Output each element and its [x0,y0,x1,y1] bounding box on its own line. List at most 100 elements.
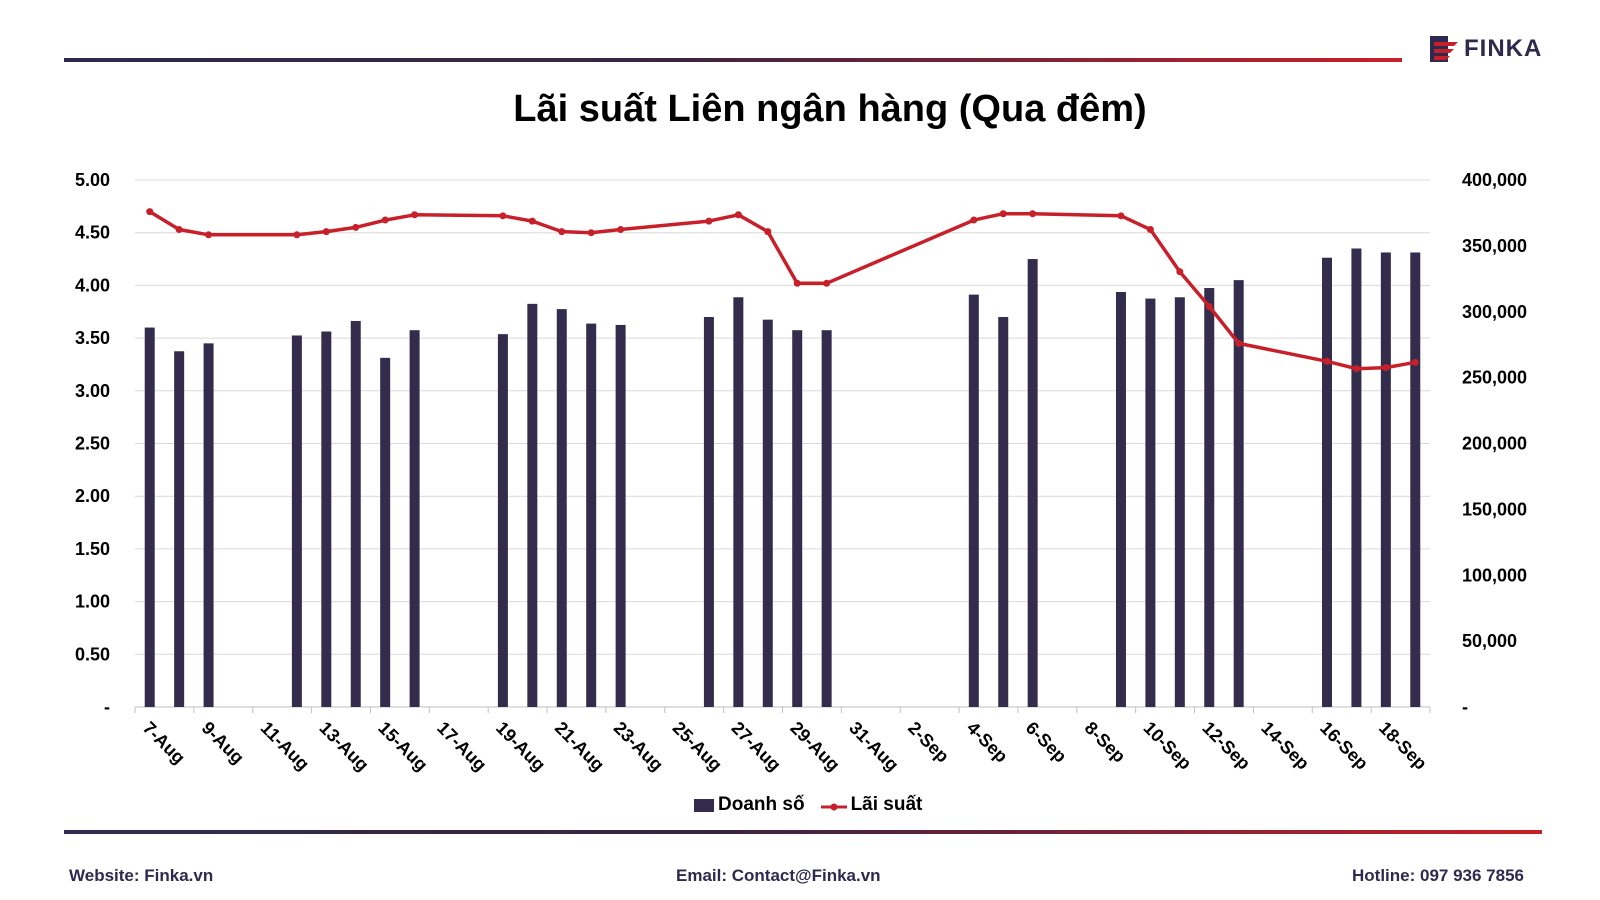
x-tick-label: 17-Aug [433,718,490,775]
x-tick-label: 21-Aug [551,718,608,775]
x-tick-label: 9-Aug [198,718,248,768]
y-left-tick-label: 2.00 [75,486,110,506]
point-lai-suat [1352,365,1360,373]
point-lai-suat [411,211,419,219]
legend-item-lai-suat: Lãi suất [820,794,923,816]
point-lai-suat [205,231,213,239]
y-left-tick-label: 2.50 [75,434,110,454]
point-lai-suat [823,279,831,287]
point-lai-suat [587,229,595,237]
bar-doanh-so [321,331,332,707]
bar-doanh-so [409,330,420,707]
point-lai-suat [1323,357,1331,365]
x-tick-label: 7-Aug [139,718,189,768]
bar-doanh-so [350,320,361,707]
y-left-tick-label: 3.50 [75,328,110,348]
point-lai-suat [1029,210,1037,218]
bar-doanh-so [144,327,155,707]
x-tick-label: 31-Aug [845,718,902,775]
y-right-tick-label: 400,000 [1462,170,1527,190]
bar-doanh-so [1145,298,1156,707]
point-lai-suat [528,217,536,225]
bar-doanh-so [380,357,391,707]
point-lai-suat [1411,358,1419,366]
point-lai-suat [705,217,713,225]
chart-legend: Doanh số Lãi suất [694,794,938,816]
bar-doanh-so [203,343,214,707]
header-rule [64,58,1402,62]
bar-doanh-so [556,309,567,707]
x-tick-label: 23-Aug [610,718,667,775]
y-left-tick-label: - [104,697,110,717]
point-lai-suat [617,226,625,234]
y-left-tick-label: 1.50 [75,539,110,559]
bar-doanh-so [527,303,538,707]
footer-rule [64,830,1542,834]
bar-doanh-so [1174,297,1185,707]
legend-item-doanh-so: Doanh số [694,794,805,816]
bar-doanh-so [998,317,1009,707]
y-right-tick-label: 200,000 [1462,434,1527,454]
x-tick-label: 12-Sep [1198,718,1254,774]
point-lai-suat [734,211,742,219]
x-tick-label: 25-Aug [669,718,726,775]
point-lai-suat [499,212,507,220]
bar-doanh-so [586,323,597,707]
legend-swatch-bar [694,798,714,812]
y-left-tick-label: 1.00 [75,592,110,612]
point-lai-suat [322,228,330,236]
bar-doanh-so [291,335,302,707]
chart-title: Lãi suất Liên ngân hàng (Qua đêm) [513,88,1147,130]
y-right-tick-label: - [1462,697,1468,717]
x-tick-label: 29-Aug [786,718,843,775]
y-right-tick-label: 300,000 [1462,302,1527,322]
point-lai-suat [1176,268,1184,276]
x-tick-label: 6-Sep [1022,718,1071,767]
x-tick-label: 11-Aug [257,718,314,775]
y-left-tick-label: 0.50 [75,644,110,664]
point-lai-suat [1382,364,1390,372]
point-lai-suat [1117,212,1125,220]
footer-hotline: Hotline: 097 936 7856 [1352,866,1524,885]
y-left-tick-label: 3.00 [75,381,110,401]
finka-logo: FINKA [1430,34,1542,64]
bar-doanh-so [821,330,832,707]
x-tick-label: 10-Sep [1140,718,1196,774]
y-left-tick-label: 4.00 [75,275,110,295]
bar-doanh-so [968,294,979,707]
x-tick-label: 16-Sep [1316,718,1372,774]
point-lai-suat [558,228,566,236]
legend-swatch-line [820,798,847,812]
bar-doanh-so [792,330,803,707]
x-tick-label: 18-Sep [1375,718,1431,774]
point-lai-suat [1205,302,1213,310]
point-lai-suat [1235,339,1243,347]
y-right-tick-label: 150,000 [1462,499,1527,519]
y-right-tick-label: 100,000 [1462,565,1527,585]
bar-doanh-so [174,351,185,707]
logo-text: FINKA [1464,35,1543,62]
point-lai-suat [970,216,978,224]
point-lai-suat [1146,226,1154,234]
y-left-tick-label: 4.50 [75,223,110,243]
x-tick-label: 19-Aug [492,718,549,775]
footer-email: Email: Contact@Finka.vn [676,866,881,885]
x-tick-label: 14-Sep [1257,718,1313,774]
bar-doanh-so [1410,252,1421,707]
point-lai-suat [381,216,389,224]
x-tick-label: 15-Aug [374,718,431,775]
bar-doanh-so [1321,257,1332,707]
bar-doanh-so [1233,280,1244,707]
legend-label-lai-suat: Lãi suất [850,794,923,815]
point-lai-suat [352,223,360,231]
bar-doanh-so [497,334,508,707]
x-tick-label: 4-Sep [963,718,1012,767]
x-tick-label: 8-Sep [1081,718,1130,767]
y-right-tick-label: 50,000 [1462,631,1517,651]
finka-logo-icon [1430,36,1460,62]
bar-doanh-so [1380,252,1391,707]
point-lai-suat [793,279,801,287]
point-lai-suat [764,228,772,236]
y-right-tick-label: 250,000 [1462,368,1527,388]
